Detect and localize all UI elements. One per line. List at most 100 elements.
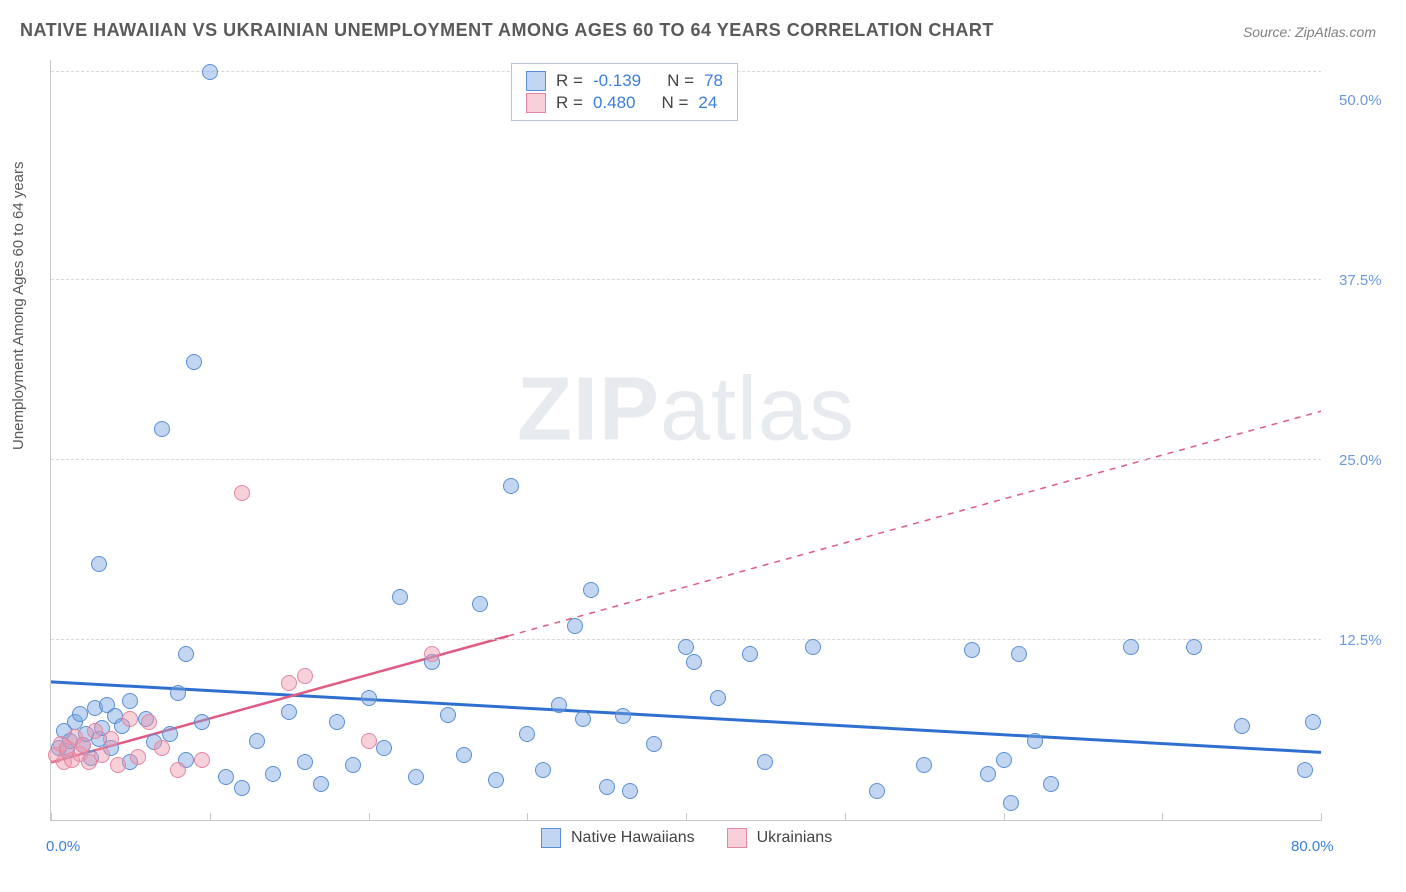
scatter-point [87, 723, 103, 739]
x-tick [51, 813, 52, 821]
scatter-point [686, 654, 702, 670]
series-swatch [526, 93, 546, 113]
scatter-point [710, 690, 726, 706]
scatter-point [265, 766, 281, 782]
scatter-point [1003, 795, 1019, 811]
regression-line-solid [51, 682, 1321, 753]
scatter-plot-area: ZIPatlas 12.5%25.0%37.5%50.0%0.0%80.0%R … [50, 60, 1321, 821]
scatter-point [194, 752, 210, 768]
scatter-point [408, 769, 424, 785]
scatter-point [361, 733, 377, 749]
scatter-point [575, 711, 591, 727]
x-tick [1162, 813, 1163, 821]
scatter-point [202, 64, 218, 80]
scatter-point [472, 596, 488, 612]
scatter-point [281, 675, 297, 691]
scatter-point [1027, 733, 1043, 749]
scatter-point [91, 556, 107, 572]
scatter-point [503, 478, 519, 494]
n-label: N = [667, 71, 694, 91]
x-tick [369, 813, 370, 821]
scatter-point [170, 762, 186, 778]
chart-title: NATIVE HAWAIIAN VS UKRAINIAN UNEMPLOYMEN… [20, 20, 994, 41]
x-tick [1004, 813, 1005, 821]
scatter-point [488, 772, 504, 788]
scatter-point [122, 693, 138, 709]
scatter-point [72, 706, 88, 722]
scatter-point [75, 737, 91, 753]
scatter-point [218, 769, 234, 785]
scatter-point [170, 685, 186, 701]
y-tick-label: 50.0% [1339, 92, 1382, 109]
scatter-point [178, 646, 194, 662]
scatter-point [757, 754, 773, 770]
scatter-point [376, 740, 392, 756]
x-tick [527, 813, 528, 821]
legend-swatch [727, 828, 747, 848]
scatter-point [456, 747, 472, 763]
correlation-stats-box: R =-0.139N =78R =0.480N =24 [511, 63, 738, 121]
legend-swatch [541, 828, 561, 848]
scatter-point [805, 639, 821, 655]
scatter-point [154, 421, 170, 437]
scatter-point [996, 752, 1012, 768]
scatter-point [535, 762, 551, 778]
x-tick [686, 813, 687, 821]
x-tick-label: 80.0% [1291, 838, 1334, 855]
y-tick-label: 37.5% [1339, 272, 1382, 289]
regression-lines-layer [51, 60, 1321, 820]
y-tick-label: 12.5% [1339, 632, 1382, 649]
scatter-point [162, 726, 178, 742]
scatter-point [1123, 639, 1139, 655]
scatter-point [1234, 718, 1250, 734]
x-tick [210, 813, 211, 821]
scatter-point [1297, 762, 1313, 778]
scatter-point [194, 714, 210, 730]
scatter-point [392, 589, 408, 605]
legend-label: Ukrainians [757, 829, 833, 847]
scatter-point [615, 708, 631, 724]
scatter-point [329, 714, 345, 730]
scatter-point [551, 697, 567, 713]
scatter-point [646, 736, 662, 752]
scatter-point [1186, 639, 1202, 655]
scatter-point [980, 766, 996, 782]
series-swatch [526, 71, 546, 91]
scatter-point [1043, 776, 1059, 792]
r-label: R = [556, 71, 583, 91]
scatter-point [440, 707, 456, 723]
scatter-point [297, 668, 313, 684]
scatter-point [424, 646, 440, 662]
scatter-point [154, 740, 170, 756]
regression-line-dashed [508, 411, 1321, 636]
scatter-point [234, 485, 250, 501]
scatter-point [110, 757, 126, 773]
grid-line [51, 279, 1321, 280]
stats-row: R =0.480N =24 [526, 93, 723, 113]
scatter-point [1305, 714, 1321, 730]
stats-row: R =-0.139N =78 [526, 71, 723, 91]
n-value: 24 [698, 93, 717, 113]
scatter-point [297, 754, 313, 770]
scatter-point [130, 749, 146, 765]
scatter-point [281, 704, 297, 720]
scatter-point [345, 757, 361, 773]
scatter-point [313, 776, 329, 792]
legend-label: Native Hawaiians [571, 829, 695, 847]
grid-line [51, 459, 1321, 460]
x-tick-label: 0.0% [46, 838, 80, 855]
r-value: -0.139 [593, 71, 641, 91]
x-tick [845, 813, 846, 821]
scatter-point [742, 646, 758, 662]
scatter-point [361, 690, 377, 706]
scatter-point [234, 780, 250, 796]
scatter-point [567, 618, 583, 634]
scatter-point [599, 779, 615, 795]
scatter-point [1011, 646, 1027, 662]
x-tick [1321, 813, 1322, 821]
r-value: 0.480 [593, 93, 636, 113]
scatter-point [122, 711, 138, 727]
scatter-point [916, 757, 932, 773]
y-tick-label: 25.0% [1339, 452, 1382, 469]
scatter-point [583, 582, 599, 598]
